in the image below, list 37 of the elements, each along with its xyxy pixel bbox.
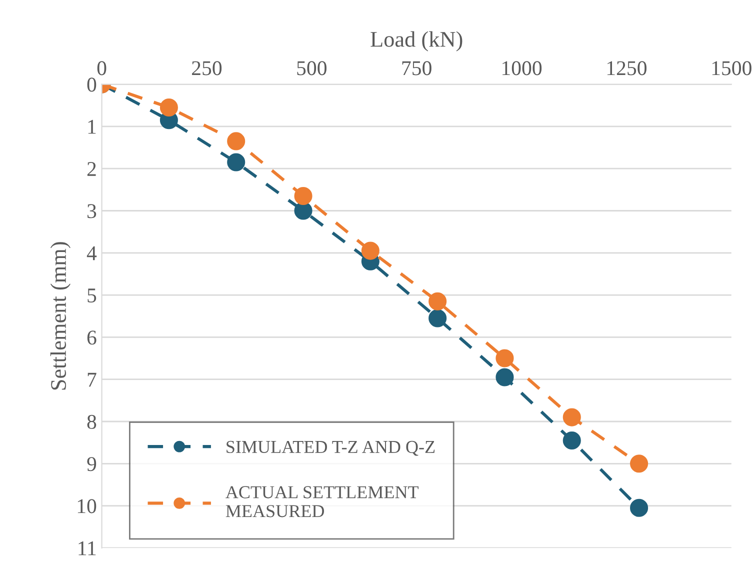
x-tick-label: 1250: [607, 61, 646, 76]
y-tick-label: 6: [87, 330, 96, 345]
point: [428, 292, 447, 310]
point: [496, 349, 514, 368]
x-tick-label: 250: [192, 61, 222, 76]
x-axis-title: Load (kN): [370, 31, 462, 52]
point: [428, 309, 447, 328]
legend-label: ACTUAL SETTLEMENT MEASURED: [226, 486, 418, 518]
point: [160, 98, 178, 117]
point: [562, 408, 581, 426]
point: [227, 132, 246, 150]
point: [294, 202, 312, 220]
x-tick-label: 500: [297, 61, 326, 76]
y-tick-label: 3: [88, 204, 96, 218]
point: [562, 431, 581, 450]
y-tick-label: 2: [87, 162, 96, 176]
x-tick-label: 750: [402, 61, 432, 76]
y-tick-label: 8: [87, 414, 96, 429]
point: [630, 454, 648, 473]
y-tick-label: 7: [88, 372, 96, 387]
x-tick-label: 1500: [712, 61, 752, 76]
legend-label: SIMULATED T-Z AND Q-Z: [226, 440, 435, 456]
y-tick-label: 11: [78, 541, 96, 556]
y-tick-label: 1: [88, 120, 96, 134]
y-axis-title: Settlement (mm): [50, 242, 71, 390]
y-tick-label: 10: [78, 499, 96, 514]
point: [294, 186, 312, 206]
point: [361, 242, 380, 260]
y-tick-label: 0: [87, 78, 96, 92]
y-tick-label: 5: [88, 288, 96, 302]
y-tick-label: 9: [87, 457, 96, 472]
x-tick-label: 0: [97, 61, 106, 76]
point: [227, 153, 246, 172]
x-tick-label: 1000: [502, 61, 542, 76]
y-tick-label: 4: [86, 246, 97, 260]
point: [496, 368, 514, 386]
point: [630, 498, 648, 517]
